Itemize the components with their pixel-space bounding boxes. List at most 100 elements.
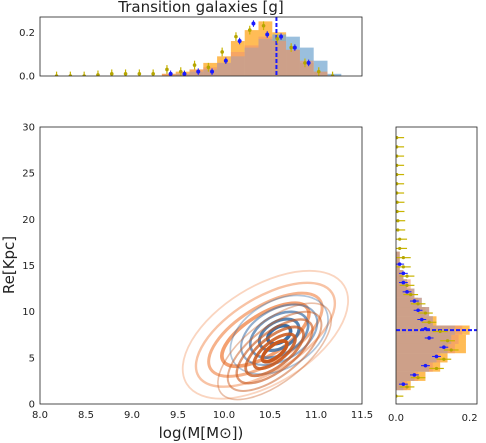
contour-level — [252, 332, 297, 371]
top-olive-point — [316, 69, 321, 74]
right-blue-point — [412, 299, 417, 303]
right-bar — [396, 343, 455, 354]
right-bar — [396, 288, 415, 298]
contour-level — [181, 269, 349, 400]
top-ytick-label: 0.0 — [19, 72, 35, 83]
top-olive-point — [82, 74, 86, 76]
top-bar — [244, 45, 259, 76]
top-bar — [217, 62, 231, 76]
contour-level — [244, 325, 305, 378]
main-xtick-label: 10.0 — [213, 410, 235, 421]
top-olive-point — [192, 63, 197, 67]
top-ytick-label: 0.2 — [19, 28, 35, 39]
right-bar — [396, 251, 400, 261]
right-blue-point — [416, 308, 420, 313]
right-histogram — [396, 136, 477, 398]
main-contours — [181, 269, 349, 401]
top-bar — [327, 73, 342, 76]
main-ylabel: Re[Kpc] — [0, 236, 18, 294]
right-bar — [396, 362, 433, 372]
right-bar — [396, 260, 400, 271]
right-olive-point — [434, 366, 439, 371]
top-bar — [299, 60, 314, 76]
right-olive-point — [438, 329, 442, 334]
top-olive-point — [123, 72, 128, 76]
top-olive-point — [247, 28, 252, 32]
top-olive-point — [261, 23, 266, 28]
top-olive-point — [96, 73, 100, 76]
right-bar — [396, 334, 459, 344]
top-olive-point — [68, 74, 73, 76]
right-olive-point — [396, 200, 399, 204]
top-frame — [39, 16, 363, 77]
top-blue-point — [182, 71, 187, 76]
right-olive-point — [423, 311, 428, 315]
main-xtick-label: 11.0 — [305, 410, 327, 421]
top-olive-point — [109, 72, 114, 76]
right-olive-point — [416, 302, 420, 306]
main-xtick-label: 9.5 — [170, 410, 186, 421]
main-ytick-label: 0 — [29, 400, 35, 411]
top-olive-point — [220, 50, 224, 54]
right-olive-point — [396, 136, 399, 140]
right-olive-point — [405, 274, 409, 278]
top-blue-point — [168, 71, 173, 76]
top-blue-point — [196, 69, 201, 74]
main-ytick-label: 10 — [22, 307, 35, 318]
contour-level — [220, 301, 311, 369]
right-x-ticks: 0.0 0.2 — [388, 413, 478, 424]
contour-level — [194, 281, 337, 388]
right-bar — [396, 270, 404, 280]
contour-level — [226, 310, 323, 393]
contour-level — [217, 302, 333, 401]
right-olive-point — [445, 339, 450, 343]
right-blue-point — [419, 317, 424, 322]
right-blue-point — [397, 262, 402, 266]
top-bar — [189, 69, 204, 76]
right-bar — [396, 316, 433, 326]
main-ytick-label: 25 — [22, 169, 35, 180]
top-bar — [286, 49, 300, 76]
right-blue-point — [405, 290, 409, 294]
right-bar — [396, 307, 430, 317]
top-bar — [313, 71, 328, 76]
top-histogram — [54, 17, 342, 76]
right-blue-point — [401, 280, 406, 285]
top-blue-point — [251, 21, 256, 26]
right-olive-point — [398, 237, 402, 241]
right-frame — [395, 126, 478, 405]
top-bar — [258, 36, 273, 76]
top-blue-point — [237, 39, 242, 44]
right-bar — [396, 371, 419, 381]
right-blue-point — [423, 326, 428, 331]
right-olive-point — [396, 172, 399, 177]
top-bar — [272, 41, 287, 76]
right-blue-point — [401, 382, 406, 386]
top-olive-point — [165, 67, 169, 72]
right-blue-point — [401, 271, 406, 276]
right-olive-point — [396, 228, 400, 232]
right-olive-point — [396, 219, 400, 223]
top-blue-point — [292, 45, 297, 50]
top-blue-point — [306, 60, 311, 65]
main-ytick-label: 15 — [22, 261, 35, 272]
right-bar — [396, 353, 441, 363]
right-olive-point — [396, 191, 399, 195]
top-olive-point — [54, 74, 59, 76]
top-olive-point — [289, 45, 293, 50]
top-olive-point — [234, 34, 238, 39]
top-blue-point — [279, 34, 284, 39]
right-bar — [396, 297, 422, 308]
main-xtick-label: 9.0 — [124, 410, 140, 421]
right-olive-point — [409, 292, 413, 297]
main-y-ticks: 0 5 10 15 20 25 30 — [22, 123, 35, 411]
top-olive-point — [206, 65, 211, 70]
top-bar — [175, 73, 190, 76]
top-olive-point — [330, 74, 335, 76]
right-olive-point — [401, 265, 405, 269]
right-olive-point — [401, 256, 405, 260]
right-blue-point — [442, 345, 446, 350]
right-blue-point — [423, 363, 428, 368]
right-blue-point — [412, 373, 417, 377]
